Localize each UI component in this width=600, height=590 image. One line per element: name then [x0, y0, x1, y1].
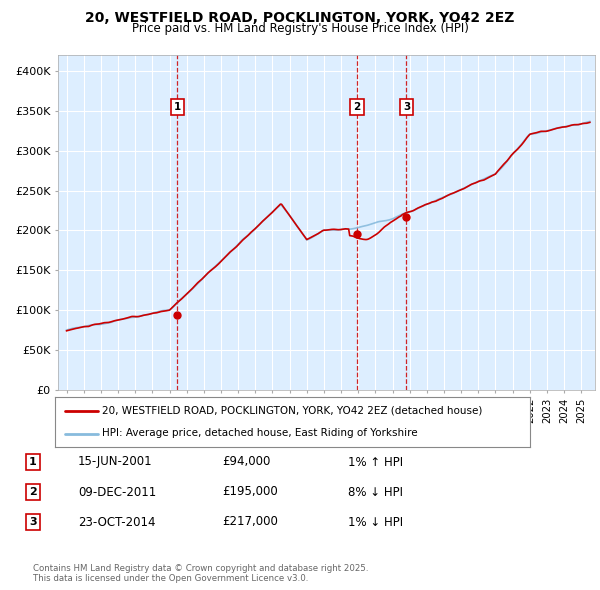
Text: 3: 3 [29, 517, 37, 527]
Text: 8% ↓ HPI: 8% ↓ HPI [348, 486, 403, 499]
Text: 23-OCT-2014: 23-OCT-2014 [78, 516, 155, 529]
Text: 2: 2 [29, 487, 37, 497]
Text: Contains HM Land Registry data © Crown copyright and database right 2025.
This d: Contains HM Land Registry data © Crown c… [33, 563, 368, 583]
Text: 20, WESTFIELD ROAD, POCKLINGTON, YORK, YO42 2EZ: 20, WESTFIELD ROAD, POCKLINGTON, YORK, Y… [85, 11, 515, 25]
Text: £217,000: £217,000 [222, 516, 278, 529]
Text: 15-JUN-2001: 15-JUN-2001 [78, 455, 152, 468]
Text: 1: 1 [29, 457, 37, 467]
Text: 3: 3 [403, 102, 410, 112]
Text: HPI: Average price, detached house, East Riding of Yorkshire: HPI: Average price, detached house, East… [103, 428, 418, 438]
Text: 1: 1 [173, 102, 181, 112]
Text: £94,000: £94,000 [222, 455, 271, 468]
Text: 09-DEC-2011: 09-DEC-2011 [78, 486, 156, 499]
Text: 20, WESTFIELD ROAD, POCKLINGTON, YORK, YO42 2EZ (detached house): 20, WESTFIELD ROAD, POCKLINGTON, YORK, Y… [103, 405, 483, 415]
Text: 1% ↑ HPI: 1% ↑ HPI [348, 455, 403, 468]
Text: Price paid vs. HM Land Registry's House Price Index (HPI): Price paid vs. HM Land Registry's House … [131, 22, 469, 35]
Text: £195,000: £195,000 [222, 486, 278, 499]
Text: 2: 2 [353, 102, 361, 112]
Text: 1% ↓ HPI: 1% ↓ HPI [348, 516, 403, 529]
